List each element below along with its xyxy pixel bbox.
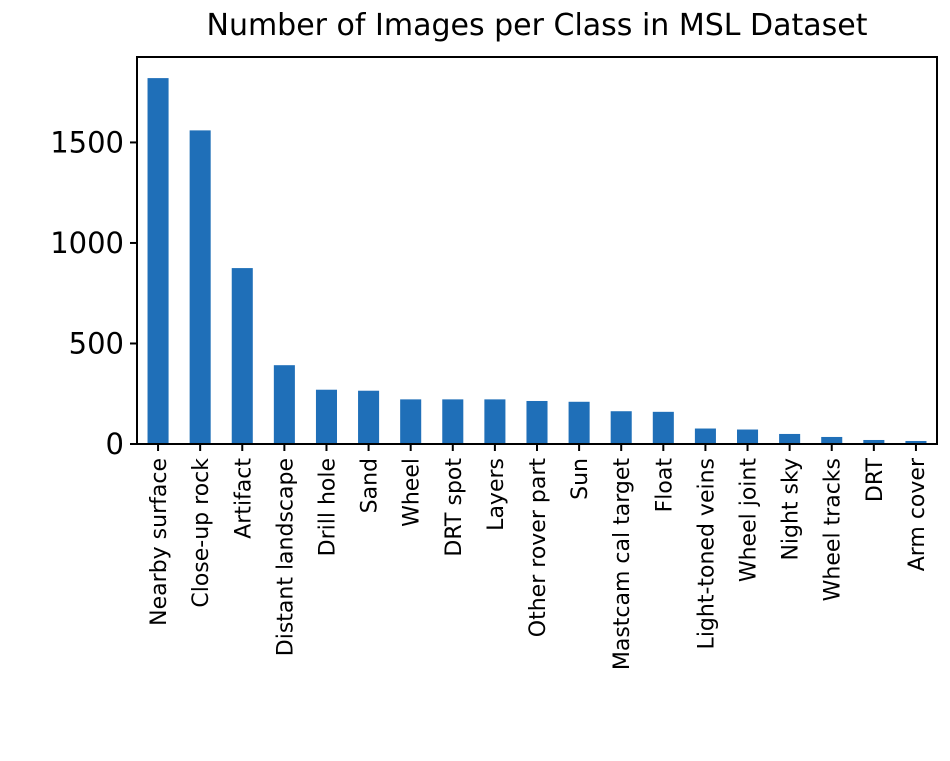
x-tick-label: DRT spot [442, 458, 467, 557]
bar [442, 399, 464, 444]
bar [231, 268, 253, 444]
x-tick-label: Wheel [400, 458, 425, 527]
x-tick-label: Drill hole [315, 458, 340, 556]
x-tick-label: Mastcam cal target [610, 458, 635, 671]
bar [821, 436, 843, 444]
y-tick-label: 0 [106, 427, 124, 461]
x-tick-label: Artifact [231, 458, 256, 539]
y-axis: 0 500 1000 1500 [50, 125, 137, 461]
bar [779, 433, 801, 444]
x-axis: Nearby surface Close-up rock Artifact Dista… [147, 444, 930, 670]
bar [526, 400, 548, 444]
plot-frame [136, 56, 938, 445]
x-tick-label: Distant landscape [273, 458, 298, 656]
x-tick-label: DRT [863, 457, 888, 502]
x-tick-label: Arm cover [905, 457, 930, 571]
x-tick-label: Other rover part [526, 458, 551, 638]
bar [315, 389, 337, 444]
bar [147, 78, 169, 445]
bar [652, 411, 674, 444]
x-tick-label: Nearby surface [147, 458, 172, 626]
bar [610, 411, 632, 444]
x-tick-label: Light-toned veins [694, 458, 719, 649]
chart-title: Number of Images per Class in MSL Datase… [207, 8, 868, 43]
bar [400, 399, 422, 444]
bar [358, 390, 380, 444]
bar [189, 130, 211, 444]
x-tick-label: Float [652, 458, 677, 513]
x-tick-label: Wheel joint [737, 458, 762, 583]
y-tick-label: 1500 [50, 125, 124, 159]
bar [568, 401, 590, 444]
x-tick-label: Layers [484, 458, 509, 531]
x-tick-label: Close-up rock [189, 458, 214, 608]
y-tick-label: 1000 [50, 226, 124, 260]
bar [863, 439, 885, 444]
bar [273, 365, 295, 444]
bar [737, 429, 759, 444]
bars-layer [147, 78, 927, 445]
bar [484, 399, 506, 444]
bar [694, 428, 716, 444]
x-tick-label: Sun [568, 458, 593, 500]
bar [905, 440, 927, 444]
x-tick-label: Wheel tracks [821, 458, 846, 601]
x-tick-label: Sand [358, 458, 383, 513]
y-tick-label: 500 [69, 326, 124, 360]
x-tick-label: Night sky [779, 458, 804, 561]
